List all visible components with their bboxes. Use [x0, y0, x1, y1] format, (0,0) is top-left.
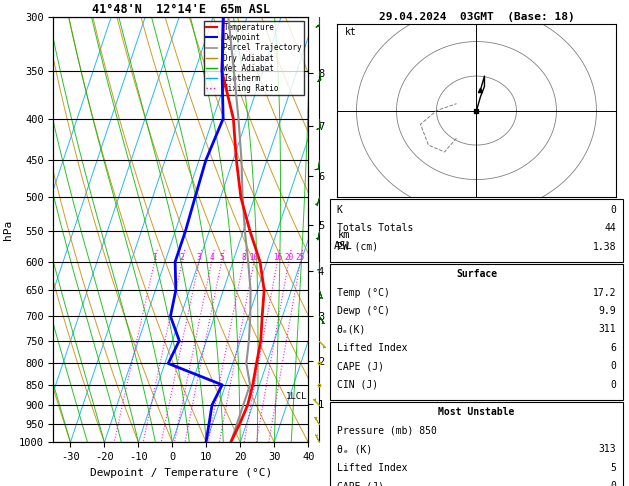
Text: Temp (°C): Temp (°C) [337, 288, 389, 297]
Text: Pressure (mb) 850: Pressure (mb) 850 [337, 426, 437, 435]
Text: Totals Totals: Totals Totals [337, 223, 413, 233]
Text: 29.04.2024  03GMT  (Base: 18): 29.04.2024 03GMT (Base: 18) [379, 12, 574, 22]
Text: 8: 8 [241, 253, 246, 262]
Text: CAPE (J): CAPE (J) [337, 481, 384, 486]
Text: 1.38: 1.38 [593, 242, 616, 252]
Title: 41°48'N  12°14'E  65m ASL: 41°48'N 12°14'E 65m ASL [92, 3, 270, 16]
Text: Most Unstable: Most Unstable [438, 407, 515, 417]
Text: θₑ (K): θₑ (K) [337, 444, 372, 454]
Text: 16: 16 [273, 253, 282, 262]
Text: 313: 313 [599, 444, 616, 454]
Text: 0: 0 [611, 380, 616, 390]
Legend: Temperature, Dewpoint, Parcel Trajectory, Dry Adiabat, Wet Adiabat, Isotherm, Mi: Temperature, Dewpoint, Parcel Trajectory… [204, 21, 304, 95]
Text: 5: 5 [220, 253, 224, 262]
Text: 17.2: 17.2 [593, 288, 616, 297]
X-axis label: Dewpoint / Temperature (°C): Dewpoint / Temperature (°C) [90, 468, 272, 478]
Text: 25: 25 [296, 253, 305, 262]
Text: 5: 5 [611, 463, 616, 472]
Text: Surface: Surface [456, 269, 497, 279]
Text: 0: 0 [611, 362, 616, 371]
Text: kt: kt [345, 27, 357, 36]
Text: 0: 0 [611, 481, 616, 486]
Text: 20: 20 [284, 253, 293, 262]
Text: 1: 1 [152, 253, 157, 262]
Text: Dewp (°C): Dewp (°C) [337, 306, 389, 316]
Text: PW (cm): PW (cm) [337, 242, 377, 252]
Y-axis label: hPa: hPa [3, 220, 13, 240]
Text: Lifted Index: Lifted Index [337, 343, 407, 353]
Text: 44: 44 [604, 223, 616, 233]
Text: K: K [337, 205, 342, 215]
Text: θₑ(K): θₑ(K) [337, 325, 366, 334]
Text: CIN (J): CIN (J) [337, 380, 377, 390]
Text: 2: 2 [180, 253, 184, 262]
Text: 6: 6 [611, 343, 616, 353]
Text: 1LCL: 1LCL [286, 392, 307, 401]
Text: CAPE (J): CAPE (J) [337, 362, 384, 371]
Text: Lifted Index: Lifted Index [337, 463, 407, 472]
Text: 311: 311 [599, 325, 616, 334]
Y-axis label: km
ASL: km ASL [334, 230, 353, 251]
Text: 3: 3 [197, 253, 201, 262]
Text: 9.9: 9.9 [599, 306, 616, 316]
Text: 4: 4 [209, 253, 214, 262]
Text: 10: 10 [249, 253, 259, 262]
Text: 0: 0 [611, 205, 616, 215]
